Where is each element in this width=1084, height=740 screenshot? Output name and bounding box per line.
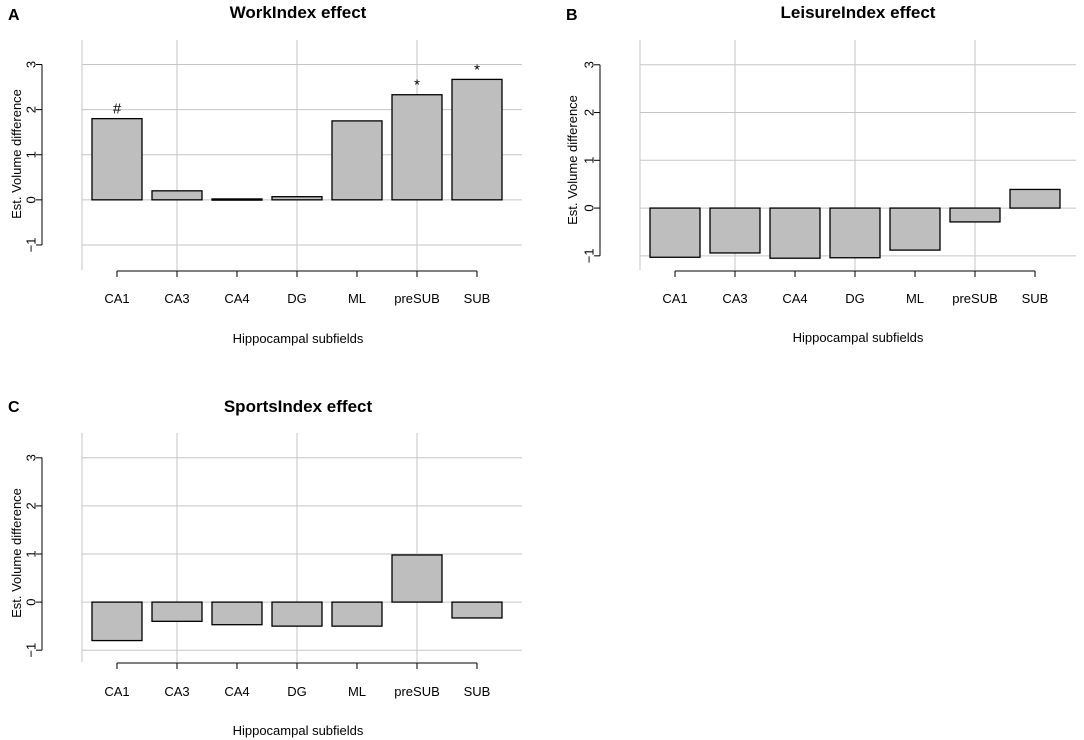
x-axis-label: Hippocampal subfields [793, 330, 924, 345]
y-axis-label: Est. Volume difference [9, 488, 24, 618]
panel-letter: C [8, 399, 20, 416]
x-tick-label: DG [287, 684, 307, 699]
bar-SUB [451, 78, 503, 201]
significance-marker: * [414, 77, 420, 94]
x-tick-label: preSUB [952, 291, 998, 306]
significance-marker: * [474, 61, 480, 78]
y-tick-label: 2 [24, 106, 39, 113]
panel-letter: A [8, 7, 20, 24]
x-axis-label: Hippocampal subfields [233, 331, 364, 346]
y-tick-label: 0 [24, 196, 39, 203]
bars [649, 188, 1061, 259]
bar-CA4 [211, 601, 263, 626]
bars [91, 78, 503, 201]
chart-title: WorkIndex effect [230, 3, 367, 22]
x-tick-label: SUB [1022, 291, 1049, 306]
bar-preSUB [391, 554, 443, 603]
gridlines [81, 433, 522, 662]
y-axis-label: Est. Volume difference [565, 95, 580, 225]
x-axis-label: Hippocampal subfields [233, 723, 364, 738]
chart-title: SportsIndex effect [224, 397, 373, 416]
bar-ML [331, 601, 383, 627]
axes: −1 0 1 2 3 CA1 CA3 CA4 DG ML preSUB SUB [24, 454, 491, 699]
bar-CA1 [91, 601, 143, 642]
bar-DG [829, 207, 881, 259]
x-tick-label: CA3 [164, 684, 189, 699]
x-tick-label: CA1 [662, 291, 687, 306]
x-tick-label: SUB [464, 291, 491, 306]
significance-marker: # [113, 101, 122, 118]
axes: −1 0 1 2 3 CA1 CA3 CA4 DG ML preSUB SUB [582, 61, 1049, 306]
axes: −1 0 1 2 3 CA1 CA3 CA4 DG ML preSUB SUB [24, 61, 491, 306]
y-tick-label: −1 [24, 643, 39, 658]
x-tick-label: DG [287, 291, 307, 306]
bar-ML [889, 207, 941, 251]
panel-letter: B [566, 7, 578, 24]
y-tick-label: −1 [582, 248, 597, 263]
bar-DG [271, 601, 323, 627]
x-tick-label: preSUB [394, 684, 440, 699]
bar-preSUB [391, 94, 443, 201]
bar-CA4 [211, 198, 263, 201]
bar-CA3 [151, 190, 203, 201]
x-tick-label: CA3 [722, 291, 747, 306]
x-tick-label: ML [348, 684, 366, 699]
y-tick-label: 0 [24, 598, 39, 605]
x-tick-label: preSUB [394, 291, 440, 306]
y-axis-label: Est. Volume difference [9, 89, 24, 219]
bars [91, 554, 503, 642]
y-tick-label: 2 [582, 109, 597, 116]
x-tick-label: CA4 [224, 684, 249, 699]
y-tick-label: 3 [582, 61, 597, 68]
y-tick-label: 2 [24, 502, 39, 509]
x-tick-label: CA3 [164, 291, 189, 306]
y-tick-label: 3 [24, 454, 39, 461]
panel-a: A WorkIndex effect Hippocampal subfields… [8, 3, 522, 346]
gridlines [639, 40, 1076, 270]
bar-CA3 [709, 207, 761, 254]
x-tick-label: SUB [464, 684, 491, 699]
x-tick-label: DG [845, 291, 865, 306]
y-tick-label: 1 [24, 151, 39, 158]
x-tick-label: CA1 [104, 684, 129, 699]
y-tick-label: 3 [24, 61, 39, 68]
x-tick-label: CA4 [782, 291, 807, 306]
bar-preSUB [949, 207, 1001, 223]
significance-annotations: # * * [113, 61, 480, 117]
y-tick-label: 0 [582, 204, 597, 211]
x-tick-label: ML [906, 291, 924, 306]
bar-DG [271, 196, 323, 201]
y-tick-label: 1 [24, 550, 39, 557]
bar-CA1 [649, 207, 701, 258]
bar-CA4 [769, 207, 821, 259]
panel-b: B LeisureIndex effect Hippocampal subfie… [565, 3, 1076, 345]
panel-c: C SportsIndex effect Hippocampal subfiel… [8, 397, 522, 738]
bar-ML [331, 120, 383, 201]
bar-SUB [451, 601, 503, 619]
bar-CA1 [91, 117, 143, 201]
bar-SUB [1009, 188, 1061, 209]
y-tick-label: 1 [582, 157, 597, 164]
x-tick-label: ML [348, 291, 366, 306]
chart-title: LeisureIndex effect [781, 3, 936, 22]
x-tick-label: CA4 [224, 291, 249, 306]
x-tick-label: CA1 [104, 291, 129, 306]
y-tick-label: −1 [24, 238, 39, 253]
bar-CA3 [151, 601, 203, 622]
